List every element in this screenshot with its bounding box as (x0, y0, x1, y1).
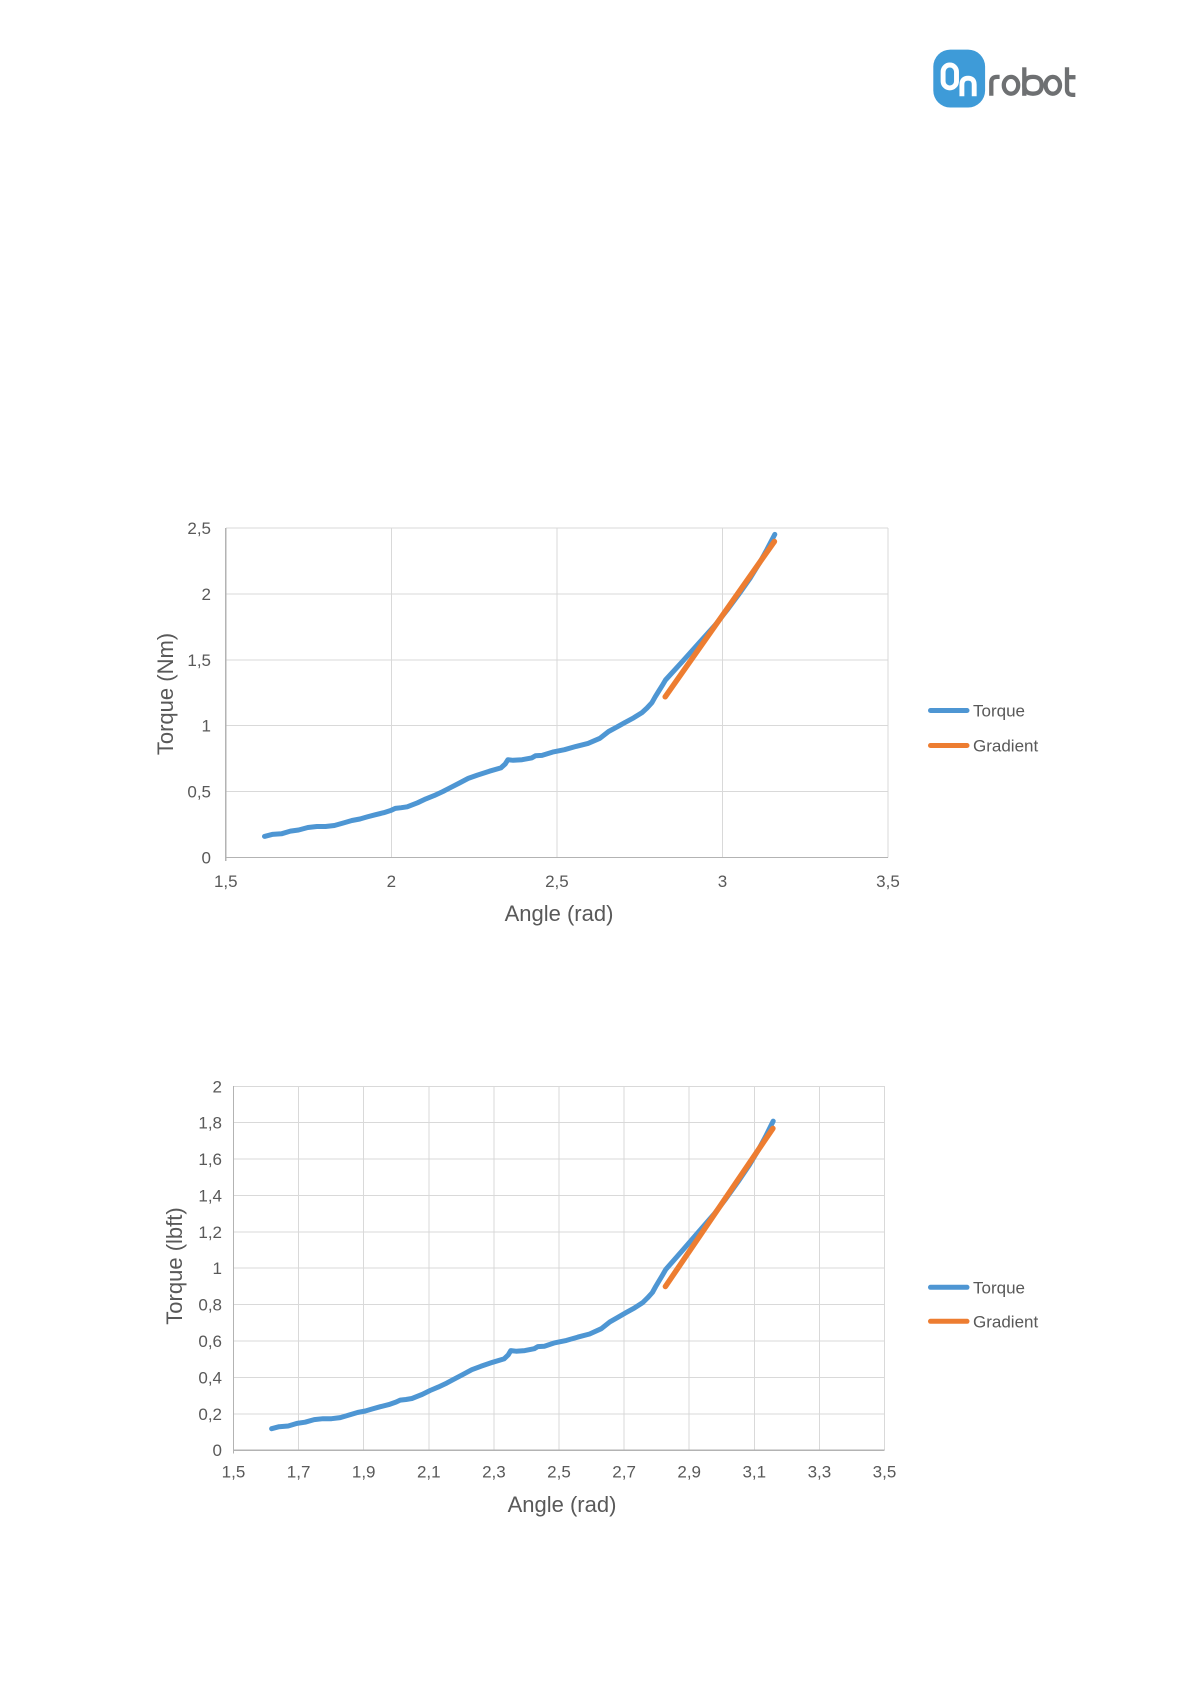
svg-text:0,4: 0,4 (198, 1368, 222, 1387)
svg-text:1,7: 1,7 (287, 1463, 311, 1482)
svg-text:3,3: 3,3 (808, 1463, 832, 1482)
svg-text:1,5: 1,5 (214, 872, 238, 891)
svg-text:2: 2 (387, 872, 396, 891)
svg-text:0,6: 0,6 (198, 1332, 222, 1351)
svg-text:2,3: 2,3 (482, 1463, 506, 1482)
svg-text:1,4: 1,4 (198, 1187, 222, 1206)
svg-text:Angle (rad): Angle (rad) (505, 901, 614, 926)
svg-text:0: 0 (202, 849, 211, 868)
svg-text:1,5: 1,5 (222, 1463, 246, 1482)
svg-text:2,5: 2,5 (547, 1463, 571, 1482)
svg-text:Torque: Torque (973, 702, 1025, 721)
svg-text:3,5: 3,5 (873, 1463, 897, 1482)
svg-text:1,5: 1,5 (187, 651, 211, 670)
svg-text:1: 1 (213, 1259, 222, 1278)
svg-text:0,5: 0,5 (187, 783, 211, 802)
svg-text:0,8: 0,8 (198, 1296, 222, 1315)
svg-text:2,5: 2,5 (187, 519, 211, 538)
svg-text:Gradient: Gradient (973, 737, 1038, 756)
svg-text:2: 2 (202, 585, 211, 604)
svg-text:Torque (Nm): Torque (Nm) (153, 633, 178, 755)
svg-text:1,8: 1,8 (198, 1114, 222, 1133)
svg-text:3,1: 3,1 (742, 1463, 766, 1482)
svg-text:0: 0 (213, 1441, 222, 1460)
svg-text:Gradient: Gradient (973, 1312, 1038, 1331)
svg-text:1: 1 (202, 717, 211, 736)
svg-text:1,9: 1,9 (352, 1463, 376, 1482)
svg-text:2,9: 2,9 (677, 1463, 701, 1482)
svg-text:Torque: Torque (973, 1278, 1025, 1297)
svg-text:1,6: 1,6 (198, 1150, 222, 1169)
svg-text:0,2: 0,2 (198, 1405, 222, 1424)
svg-text:2: 2 (213, 1077, 222, 1096)
svg-text:Torque (lbft): Torque (lbft) (162, 1207, 187, 1324)
svg-text:2,5: 2,5 (545, 872, 569, 891)
svg-text:2,7: 2,7 (612, 1463, 636, 1482)
svg-text:3: 3 (718, 872, 727, 891)
svg-text:Angle (rad): Angle (rad) (508, 1492, 617, 1517)
svg-text:2,1: 2,1 (417, 1463, 441, 1482)
svg-text:3,5: 3,5 (876, 872, 900, 891)
svg-text:1,2: 1,2 (198, 1223, 222, 1242)
